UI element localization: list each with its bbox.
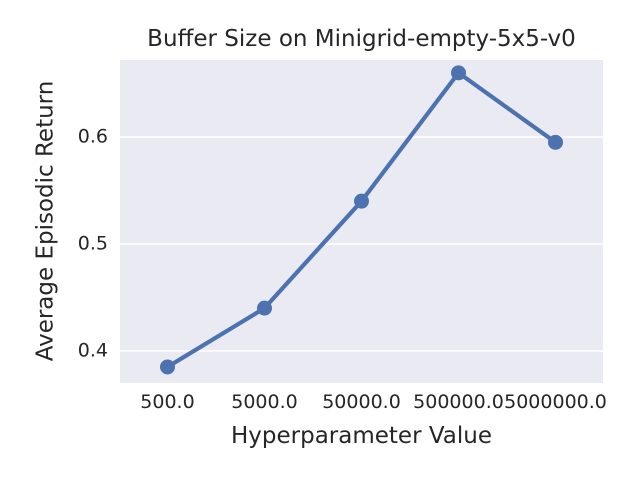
data-point-marker <box>548 134 563 150</box>
x-tick-label: 500.0 <box>140 391 195 413</box>
plot-background <box>120 60 603 383</box>
y-axis-label: Average Episodic Return <box>32 80 59 362</box>
y-tick-label: 0.6 <box>77 125 108 148</box>
chart-title: Buffer Size on Minigrid-empty-5x5-v0 <box>147 26 576 52</box>
x-tick-label: 50000.0 <box>322 391 401 413</box>
x-tick-label: 500000.0 <box>413 391 504 413</box>
data-point-marker <box>160 359 175 375</box>
y-tick-label: 0.5 <box>77 232 108 255</box>
data-point-marker <box>451 65 466 81</box>
data-point-marker <box>354 193 369 209</box>
y-tick-label: 0.4 <box>77 339 108 362</box>
x-tick-label: 5000.0 <box>231 391 298 413</box>
x-tick-label: 5000000.0 <box>504 391 607 413</box>
x-axis-label: Hyperparameter Value <box>230 423 492 449</box>
data-point-marker <box>257 300 272 316</box>
